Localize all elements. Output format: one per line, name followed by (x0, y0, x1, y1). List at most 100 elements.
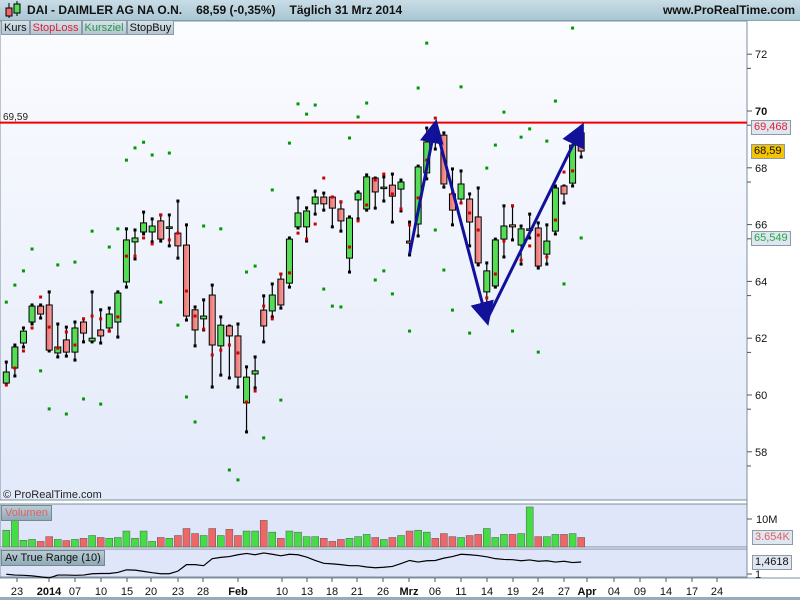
candle-high-marker (99, 308, 103, 312)
volume-bar (88, 535, 96, 548)
candle (491, 237, 499, 289)
stoploss-dot (64, 330, 68, 334)
candle-low-marker (56, 355, 60, 359)
candle-body (200, 315, 208, 320)
kursziel-dot (571, 26, 575, 30)
kursziel-dot (382, 269, 386, 273)
stoploss-dot (90, 314, 94, 318)
kursziel-dot (133, 146, 137, 150)
candle-high-marker (468, 192, 472, 196)
volume-bar (105, 538, 114, 548)
candle-low-marker (184, 318, 188, 322)
volume-bar (474, 534, 482, 548)
volume-bar (500, 534, 508, 548)
candle-body (157, 220, 165, 240)
volume-panel-label[interactable]: Volumen (1, 505, 52, 521)
atr-panel-label[interactable]: Av True Range (10) (1, 550, 105, 566)
candle-low-marker (562, 201, 566, 205)
candle-low-marker (150, 240, 154, 244)
candle-body (320, 196, 328, 205)
volume-bar (405, 530, 414, 548)
candle-low-marker (442, 185, 446, 189)
candle-low-marker (262, 340, 266, 344)
candle-high-marker (365, 173, 369, 177)
site-link[interactable]: www.ProRealTime.com (662, 3, 795, 17)
candle (191, 305, 199, 348)
candle (19, 326, 27, 349)
volume-bar (345, 538, 354, 548)
main-panel (0, 20, 748, 501)
trend-arrow (433, 124, 494, 326)
kursziel-dot (279, 398, 283, 402)
candle-high-marker (39, 303, 43, 307)
stoploss-dot (425, 158, 429, 162)
date-tick-label: 2014 (37, 586, 62, 598)
stoploss-dot (227, 343, 231, 347)
kursziel-dot (390, 292, 394, 296)
candle (208, 283, 216, 389)
candle-body (71, 327, 79, 353)
date-tick-label: 17 (686, 586, 698, 598)
stoploss-dot (30, 326, 34, 330)
kursziel-dot (442, 268, 446, 272)
candle (320, 191, 328, 212)
tab-kursziel[interactable]: Kursziel (81, 20, 127, 35)
stoploss-dot (262, 304, 266, 308)
candle-low-marker (425, 177, 429, 181)
candle-low-marker (468, 244, 472, 248)
candle-body (509, 224, 517, 228)
date-tick-label: 27 (558, 586, 570, 598)
candle (294, 196, 302, 230)
kursziel-dot (116, 227, 120, 231)
candle-body (88, 337, 96, 342)
candle-high-marker (390, 172, 394, 176)
candle-body (337, 208, 345, 222)
candle-high-marker (305, 206, 309, 210)
candle-low-marker (322, 208, 326, 212)
candle-high-marker (519, 224, 523, 228)
kursziel-dot (356, 115, 360, 119)
candle-low-marker (399, 209, 403, 213)
candle (182, 223, 190, 322)
candle-high-marker (348, 215, 351, 219)
stoploss-dot (356, 219, 360, 223)
date-tick-label: 24 (532, 586, 544, 598)
kursziel-dot (64, 412, 68, 416)
date-tick-label: 26 (377, 586, 389, 598)
stoploss-dot (502, 239, 506, 243)
candle-low-marker (536, 266, 540, 270)
tab-stopbuy[interactable]: StopBuy (126, 20, 175, 35)
candle-low-marker (545, 262, 549, 266)
candle-low-marker (39, 316, 43, 320)
date-tick-label: 14 (481, 586, 493, 598)
candle (346, 215, 353, 274)
candle-body (131, 237, 139, 243)
volume-bar (277, 538, 285, 548)
candle-high-marker (536, 221, 540, 225)
tab-stoploss[interactable]: StopLoss (29, 20, 82, 35)
candle-low-marker (210, 385, 214, 389)
candle-low-marker (227, 376, 231, 380)
candle-body (354, 192, 362, 201)
candle-low-marker (90, 340, 94, 344)
candle-body (517, 228, 525, 246)
candle-high-marker (528, 212, 532, 216)
stoploss-dot (373, 178, 377, 182)
stoploss-dot (107, 329, 111, 333)
tab-kurs[interactable]: Kurs (1, 20, 30, 35)
candle (122, 227, 130, 289)
date-tick-label: 19 (507, 586, 519, 598)
candlestick-logo-icon (5, 1, 21, 18)
candle-low-marker (279, 306, 283, 310)
date-tick-label: 06 (429, 586, 441, 598)
candle-low-marker (47, 349, 51, 353)
kursziel-dot (245, 270, 249, 274)
stoploss-dot (562, 170, 566, 174)
candle (225, 324, 233, 380)
stoploss-dot (253, 389, 257, 393)
kursziel-dot (107, 245, 111, 249)
stoploss-dot (296, 231, 300, 235)
candle-body (285, 238, 293, 284)
candle-body (457, 183, 465, 200)
